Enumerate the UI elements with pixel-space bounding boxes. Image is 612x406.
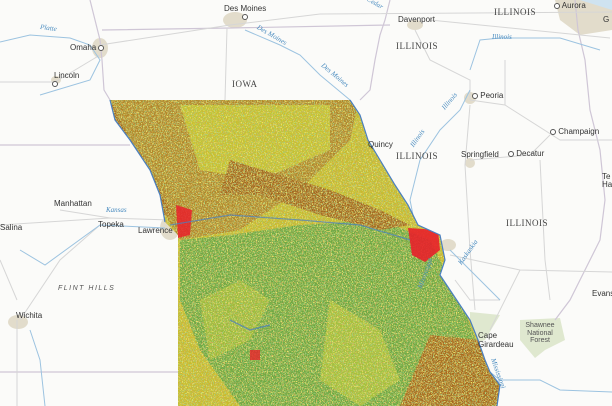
- city-marker-icon: [52, 81, 58, 87]
- city-name: Peoria: [480, 91, 504, 100]
- city-marker-icon: [550, 128, 556, 135]
- rivers: [0, 29, 612, 406]
- city-name: Wichita: [16, 311, 43, 320]
- park-label-shawnee: Shawnee National Forest: [525, 322, 555, 345]
- city-name: Decatur: [516, 149, 545, 158]
- city-aurora[interactable]: Aurora: [554, 2, 586, 10]
- city-cape-girardeau[interactable]: Cape Girardeau: [478, 331, 518, 350]
- state-label-illinois: ILLINOIS: [494, 7, 536, 17]
- city-name: Evans: [592, 289, 612, 298]
- region-label-flint-hills: FLINT HILLS: [58, 285, 116, 292]
- city-terre-haute[interactable]: Te Ha: [602, 173, 612, 189]
- city-davenport[interactable]: Davenport: [398, 16, 435, 24]
- city-name: Champaign: [558, 127, 600, 136]
- city-salina[interactable]: Salina: [0, 224, 22, 232]
- city-omaha[interactable]: Omaha: [70, 43, 105, 52]
- city-champaign[interactable]: Champaign: [550, 128, 599, 136]
- city-decatur[interactable]: Decatur: [508, 150, 544, 158]
- state-label-illinois: ILLINOIS: [506, 218, 548, 228]
- city-name: Lincoln: [54, 71, 80, 80]
- city-name: Omaha: [70, 43, 97, 52]
- city-name: Salina: [0, 223, 23, 232]
- river-label-kansas: Kansas: [106, 206, 127, 214]
- city-wichita[interactable]: Wichita: [16, 312, 42, 320]
- city-des-moines: Des Moines: [224, 4, 267, 13]
- park-areas: [470, 0, 612, 358]
- state-label-illinois: ILLINOIS: [396, 151, 438, 161]
- city-manhattan[interactable]: Manhattan: [54, 200, 92, 208]
- city-quincy[interactable]: Quincy: [368, 141, 393, 149]
- state-boundaries: [0, 0, 606, 373]
- city-marker-icon: [472, 92, 478, 99]
- city-marker-icon: [508, 150, 514, 157]
- city-name: Lawrence: [138, 226, 173, 235]
- city-peoria[interactable]: Peoria: [472, 92, 503, 100]
- state-label-illinois: ILLINOIS: [396, 41, 438, 51]
- city-marker-icon: [554, 2, 560, 9]
- river-label-illinois: Illinois: [492, 33, 512, 41]
- city-name: Davenport: [398, 15, 435, 24]
- city-label[interactable]: Des Moines: [224, 5, 266, 21]
- city-name: Springfield: [461, 150, 499, 159]
- city-name: Ha: [602, 180, 612, 189]
- city-lawrence[interactable]: Lawrence: [138, 227, 173, 235]
- city-evansville[interactable]: Evans: [592, 290, 612, 298]
- city-gary[interactable]: G: [603, 16, 609, 24]
- city-name: G: [603, 15, 610, 24]
- missouri-border: [349, 99, 501, 406]
- city-name: Te: [602, 172, 611, 181]
- city-name: Topeka: [98, 220, 124, 229]
- city-lincoln[interactable]: Lincoln: [54, 72, 79, 80]
- city-springfield[interactable]: Springfield: [461, 151, 499, 159]
- city-name: Cape Girardeau: [478, 331, 514, 349]
- city-marker-icon: [98, 44, 105, 51]
- city-name: Manhattan: [54, 199, 92, 208]
- state-label-iowa: IOWA: [232, 79, 258, 89]
- city-name: Aurora: [561, 1, 586, 10]
- city-topeka[interactable]: Topeka: [98, 221, 124, 229]
- city-marker-icon: [242, 13, 249, 20]
- city-name: Quincy: [368, 140, 393, 149]
